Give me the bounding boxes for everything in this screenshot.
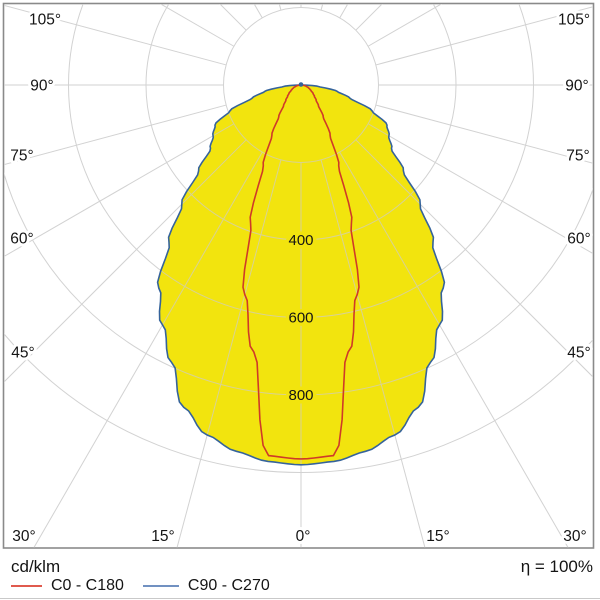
angle-label-bottom-4-30°: 30° — [563, 528, 586, 545]
radial-tick-600: 600 — [288, 310, 313, 327]
grid-ray-75 — [375, 104, 593, 164]
grid-ray-105 — [0, 0, 226, 65]
angle-label-bottom-2-0°: 0° — [296, 528, 311, 545]
radial-tick-labels: 400 600 800 — [285, 229, 317, 408]
angle-label-left-60°: 60° — [10, 231, 33, 248]
angle-label-bottom-1-15°: 15° — [151, 528, 174, 545]
angle-label-right-75°: 75° — [566, 148, 589, 165]
polar-chart-canvas: 400 600 800 105° 90° 75° 60° 45° 105° 90° 75° 60° 45… — [0, 0, 600, 549]
angle-label-right-90°: 90° — [565, 78, 588, 95]
radial-tick-400: 400 — [288, 232, 313, 249]
legend-label-c0-c180: C0 - C180 — [51, 577, 124, 594]
grid-ray-30 — [157, 151, 263, 465]
grid-ray-15 — [157, 159, 282, 465]
grid-ray-75 — [4, 104, 227, 166]
grid-ray-45 — [355, 139, 593, 378]
grid-ray-45 — [4, 139, 247, 383]
efficiency-label: η = 100% — [520, 557, 593, 576]
series-curve-c0-c180 — [242, 84, 360, 460]
grid-ray-105 — [4, 4, 227, 66]
angle-label-right-105°: 105° — [558, 12, 590, 29]
series-curve-c90-c270 — [156, 84, 446, 466]
angle-label-left-75°: 75° — [10, 148, 33, 165]
angle-label-right-45°: 45° — [567, 345, 590, 362]
legend-line-sample-c90-c270 — [142, 585, 179, 587]
angle-labels: 105° 90° 75° 60° 45° 105° 90° 75° 60° 45° 30° 15° 0°… — [7, 9, 593, 549]
grid-ray-105 — [375, 6, 593, 66]
grid-ray-30 — [339, 151, 445, 465]
polar-origin-dot — [298, 82, 304, 87]
bottom-divider — [0, 598, 600, 599]
angle-label-bottom-0-30°: 30° — [12, 528, 35, 545]
legend-label-c90-c270: C90 - C270 — [187, 577, 270, 594]
legend: C0 - C180 C90 - C270 — [11, 577, 270, 595]
angle-label-left-90°: 90° — [30, 78, 53, 95]
angle-label-right-60°: 60° — [567, 231, 590, 248]
angle-label-left-105°: 105° — [29, 12, 61, 29]
angle-label-bottom-3-15°: 15° — [426, 528, 449, 545]
grid-ray-60 — [367, 123, 593, 255]
grid-ray-15 — [320, 159, 445, 465]
angle-label-left-45°: 45° — [11, 345, 34, 362]
legend-line-sample-c0-c180 — [11, 585, 42, 587]
unit-label: cd/klm — [11, 557, 61, 576]
radial-tick-800: 800 — [288, 387, 313, 404]
grid-ray-60 — [4, 123, 235, 258]
grid-ray-105 — [376, 0, 600, 65]
plot-frame — [2, 2, 595, 549]
legend-footer: cd/klm η = 100% C0 - C180 C90 - C270 — [0, 549, 600, 600]
